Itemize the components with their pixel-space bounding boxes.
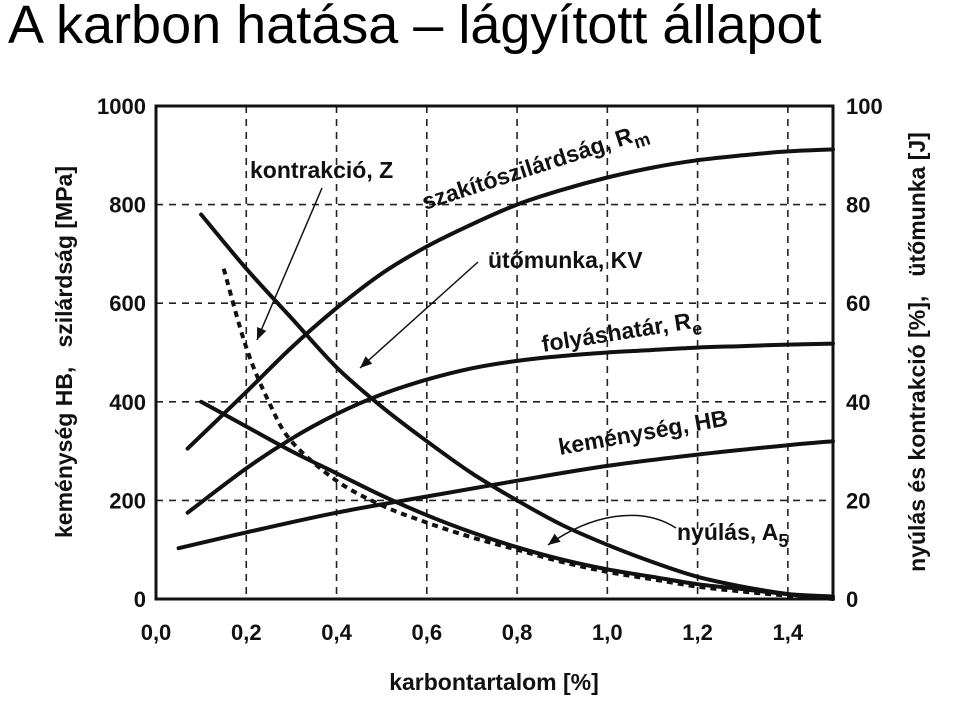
arrow-nyulas-head (548, 533, 561, 545)
annotation-arrows (256, 187, 677, 546)
y-left-tick-label: 400 (109, 390, 146, 415)
y-left-tick-label: 600 (109, 291, 146, 316)
x-tick-label: 1,0 (592, 620, 623, 645)
plot-frame (154, 104, 835, 601)
annotation-label: keménység, HB (556, 405, 729, 460)
series-line-kontrakcio (199, 212, 835, 601)
series-line-szakitoszilardsag (185, 147, 835, 451)
y-right-tick-label: 20 (846, 488, 870, 513)
arrow-nyulas (547, 514, 677, 546)
slide-title: A karbon hatása – lágyított állapot (8, 0, 822, 55)
y-left-tick-label: 800 (109, 193, 146, 218)
x-tick-label: 1,2 (682, 620, 713, 645)
y-right-tick-label: 60 (846, 291, 870, 316)
gridlines (156, 106, 833, 599)
arrow-utomunka-head (360, 356, 373, 368)
series-line-nyulas (199, 399, 835, 599)
y-left-tick-label: 1000 (97, 94, 146, 119)
y-axis-left-label: keménység HB, szilárdság [MPa] (51, 166, 77, 538)
x-tick-label: 0,4 (321, 620, 352, 645)
annotation-label: kontrakció, Z (250, 157, 393, 183)
x-tick-label: 0,6 (412, 620, 443, 645)
y-left-tick-label: 200 (109, 488, 146, 513)
arrow-kontrakcio-head (257, 327, 267, 340)
y-right-tick-label: 0 (846, 587, 858, 612)
x-axis-label: karbontartalom [%] (389, 669, 599, 695)
arrow-kontrakcio (256, 187, 323, 341)
arrow-utomunka (359, 261, 479, 369)
tick-labels: 0,0 0,2 0,4 0,6 0,8 1,0 1,2 1,40200400600800100… (97, 94, 883, 645)
y-right-tick-label: 40 (846, 390, 870, 415)
annotation-label: ütőmunka, KV (488, 247, 643, 273)
y-left-tick-label: 0 (134, 587, 146, 612)
y-right-tick-label: 100 (846, 94, 883, 119)
series-line-kemenyseg (176, 439, 835, 551)
series-line-folyashatar (185, 341, 835, 515)
x-tick-label: 0,0 (141, 620, 172, 645)
x-tick-label: 1,4 (773, 620, 804, 645)
annotation-label: nyúlás, A5 (677, 519, 788, 551)
x-tick-label: 0,8 (502, 620, 533, 645)
x-tick-label: 0,2 (231, 620, 262, 645)
series-line-utomunka (221, 268, 834, 600)
y-right-tick-label: 80 (846, 193, 870, 218)
series-lines (176, 147, 835, 601)
y-axis-right-label: nyúlás és kontrakció [%], ütőmunka [J] (904, 132, 930, 572)
